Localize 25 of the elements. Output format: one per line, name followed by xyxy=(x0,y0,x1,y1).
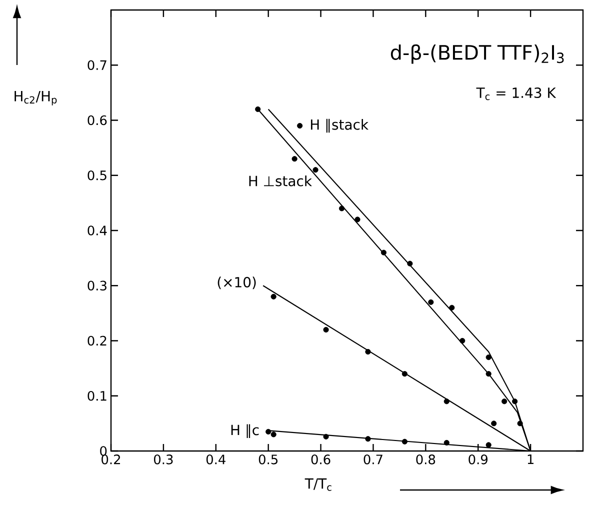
x-axis-title: T/T$_{c}$ xyxy=(304,478,332,491)
x-tick-label: 0.8 xyxy=(416,454,436,464)
x-tick-label: 0.5 xyxy=(258,454,278,464)
x-tick-label: 0.4 xyxy=(206,454,226,464)
y-tick-label: 0.7 xyxy=(88,60,106,70)
y-tick-label: 0 xyxy=(100,446,107,456)
x-tick-label: 0.6 xyxy=(311,454,330,464)
x-tick-label: 0.7 xyxy=(364,454,382,464)
x-tick-label: 0.3 xyxy=(154,454,173,464)
y-axis-title: H$_{c2}$/H$_{p}$ xyxy=(14,91,57,106)
text: T$_{c}$ = 1.43 K xyxy=(476,87,556,100)
annotation: (×10) xyxy=(218,276,256,290)
y-tick-label: 0.1 xyxy=(88,390,106,401)
series-label: H ⊥stack xyxy=(249,175,312,186)
y-tick-label: 0.2 xyxy=(88,336,106,346)
text: d-β-(BEDT TTF)$_{2}$I$_{3}$ xyxy=(390,44,564,64)
x-tick-label: 0.2 xyxy=(102,454,120,464)
series-label: H ∥c xyxy=(231,424,259,438)
x-tick-label: 1 xyxy=(528,454,534,464)
x-tick-label: 0.9 xyxy=(468,454,488,464)
y-tick-label: 0.5 xyxy=(88,170,106,180)
series-label: H ∥stack xyxy=(310,118,368,133)
y-tick-label: 0.3 xyxy=(88,280,106,291)
y-tick-label: 0.4 xyxy=(88,226,107,236)
y-tick-label: 0.6 xyxy=(88,115,107,126)
